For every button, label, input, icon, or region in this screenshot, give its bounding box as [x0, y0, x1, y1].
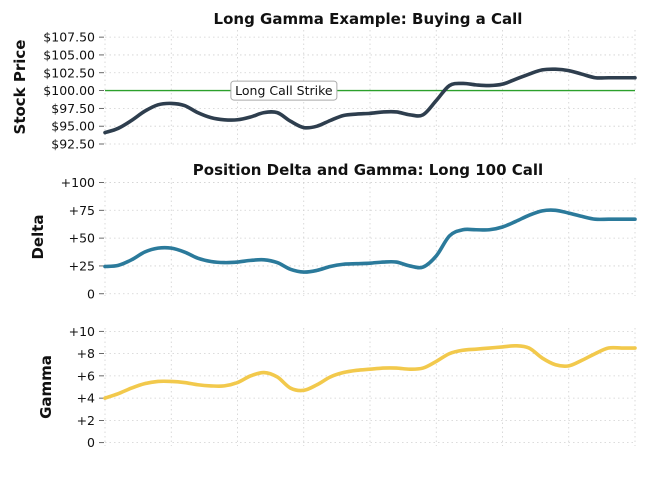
strike-annotation-box	[230, 80, 338, 101]
y-tick-label: 0	[87, 435, 95, 450]
y-tick-label: +50	[69, 231, 95, 246]
stock-price-axis-label: Stock Price	[11, 40, 29, 135]
stock-price-chart-title: Long Gamma Example: Buying a Call	[214, 10, 523, 28]
y-tick-label: $102.50	[43, 65, 95, 80]
gamma-panel: 0 +2 +4 +6 +8 +10 Gamma	[37, 324, 637, 450]
delta-gamma-chart-title: Position Delta and Gamma: Long 100 Call	[193, 161, 543, 179]
y-tick-label: +6	[77, 368, 95, 383]
y-tick-label: +4	[77, 391, 95, 406]
series-line	[103, 343, 637, 400]
y-tick-label: $95.00	[51, 119, 95, 134]
y-tick-label: +8	[77, 346, 95, 361]
y-tick-label: +100	[61, 175, 95, 190]
y-tick-label: $100.00	[43, 83, 95, 98]
strike-annotation: Long Call Strike	[230, 80, 338, 101]
y-tick-label: 0	[87, 286, 95, 301]
y-tick-label: $97.50	[51, 101, 95, 116]
series-line	[103, 208, 637, 274]
strike-annotation-label: Long Call Strike	[235, 83, 333, 98]
y-tick-label: +25	[69, 258, 95, 273]
stock-price-panel: $92.50 $95.00 $97.50 $100.00 $102.50 $105.00 $…	[11, 10, 637, 152]
y-tick-label: +10	[69, 324, 95, 339]
y-tick-label: $92.50	[51, 137, 95, 152]
y-tick-label: $105.00	[43, 47, 95, 62]
y-tick-label: +2	[77, 413, 95, 428]
y-tick-label: $107.50	[43, 30, 95, 45]
y-tick-label: +75	[69, 203, 95, 218]
series-line	[103, 67, 637, 135]
delta-panel: 0 +25 +50 +75 +100 Position Delta and Gamma:…	[29, 161, 637, 301]
gamma-axis-label: Gamma	[37, 355, 55, 419]
delta-axis-label: Delta	[29, 214, 47, 259]
